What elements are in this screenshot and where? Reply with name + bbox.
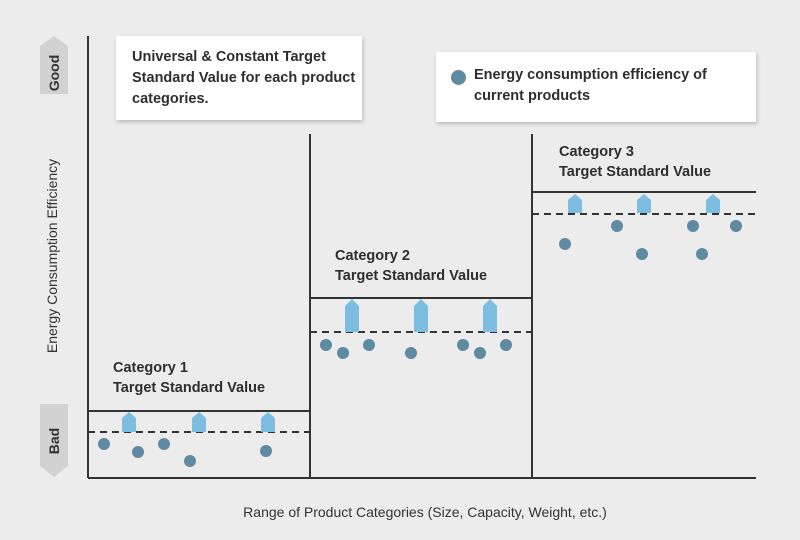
improvement-arrow	[261, 412, 275, 432]
legend-text: Energy consumption efficiency of current…	[474, 67, 707, 104]
product-dot	[158, 438, 170, 450]
category-3-target-label: Target Standard Value	[559, 164, 712, 180]
product-dot	[98, 438, 110, 450]
category-2-target-label: Target Standard Value	[335, 268, 488, 284]
category-1-target-label: Target Standard Value	[113, 380, 266, 396]
improvement-arrow	[568, 194, 582, 213]
y-axis-label: Energy Consumption Efficiency	[44, 158, 60, 354]
target-standard-note: Universal & Constant Target Standard Val…	[116, 36, 362, 120]
product-dot	[320, 339, 332, 351]
good-badge-arrow	[40, 36, 68, 94]
improvement-arrow	[414, 299, 428, 332]
product-dot	[730, 220, 742, 232]
category-3-label: Category 3 Target Standard Value	[559, 142, 711, 182]
category-1-label: Category 1 Target Standard Value	[113, 358, 265, 398]
product-dot	[474, 347, 486, 359]
bad-badge-label: Bad	[46, 427, 62, 455]
product-dot	[687, 220, 699, 232]
product-dot	[457, 339, 469, 351]
product-dot	[260, 445, 272, 457]
improvement-arrow	[637, 194, 651, 213]
product-dot	[132, 446, 144, 458]
product-dot	[363, 339, 375, 351]
target-standard-note-text: Universal & Constant Target Standard Val…	[132, 49, 356, 107]
product-dot	[636, 248, 648, 260]
category-3-name: Category 3	[559, 144, 634, 160]
improvement-arrow	[706, 194, 720, 213]
product-dot	[559, 238, 571, 250]
category-1-name: Category 1	[113, 360, 188, 376]
legend-box: Energy consumption efficiency of current…	[436, 52, 756, 122]
legend-dot-icon	[451, 70, 466, 85]
x-axis-label: Range of Product Categories (Size, Capac…	[243, 504, 607, 520]
improvement-arrow	[192, 412, 206, 432]
product-dot	[696, 248, 708, 260]
good-badge-label: Good	[46, 54, 62, 92]
category-2-name: Category 2	[335, 248, 410, 264]
product-dot	[184, 455, 196, 467]
improvement-arrow	[122, 412, 136, 432]
improvement-arrow	[345, 299, 359, 332]
product-dot	[611, 220, 623, 232]
product-dot	[405, 347, 417, 359]
bad-badge-arrow	[40, 404, 68, 477]
product-dot	[500, 339, 512, 351]
category-2-label: Category 2 Target Standard Value	[335, 246, 487, 286]
product-dot	[337, 347, 349, 359]
improvement-arrow	[483, 299, 497, 332]
